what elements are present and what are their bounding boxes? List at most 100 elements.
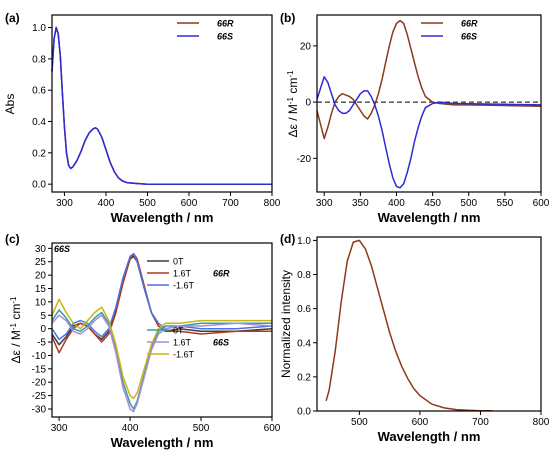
y-tick-label: 20 <box>35 271 47 282</box>
legend-label: 66R <box>461 19 478 29</box>
x-tick-label: 600 <box>264 423 281 434</box>
y-tick-label: 0 <box>305 98 311 109</box>
y-tick-label: 0.0 <box>32 180 46 191</box>
plot-frame <box>51 14 273 193</box>
y-tick-label: 10 <box>35 297 47 308</box>
y-axis-label-part: Δε / M <box>286 104 300 137</box>
y-tick-label: 0.6 <box>297 304 311 315</box>
x-tick-label: 500 <box>139 198 156 209</box>
y-tick-label: 15 <box>35 284 47 295</box>
x-tick-label: 500 <box>460 198 477 209</box>
y-tick-label: -15 <box>32 364 47 375</box>
y-tick-label: -10 <box>32 351 47 362</box>
panel-label: (c) <box>5 232 20 246</box>
y-tick-label: 1.0 <box>297 236 311 247</box>
y-axis-label-part: -1 <box>9 322 18 330</box>
legend-label-name: 66 <box>217 32 228 42</box>
panel-label: (a) <box>5 11 20 25</box>
legend-group-label: 66R <box>213 269 230 279</box>
x-axis-label: Wavelength / nm <box>378 210 481 225</box>
series-line <box>51 252 272 354</box>
series-line <box>316 19 542 140</box>
y-tick-label: 0.4 <box>297 338 311 349</box>
x-tick-label: 400 <box>122 423 139 434</box>
x-tick-label: 300 <box>51 423 68 434</box>
legend-label: 66S <box>217 32 233 42</box>
legend-label: 0T <box>173 257 184 267</box>
x-axis-label: Wavelength / nm <box>111 435 214 450</box>
panel-d: 500 600 700 800 0.0 0.2 0.4 0.6 0.8 1.0 Wavelength… <box>279 232 550 444</box>
y-axis-label-part: cm <box>286 78 300 97</box>
y-tick-label: 0.8 <box>32 54 46 65</box>
x-tick-label: 350 <box>352 198 369 209</box>
x-tick-label: 500 <box>351 417 368 428</box>
y-tick-label: 0.6 <box>32 86 46 97</box>
legend-label: 66R <box>217 19 234 29</box>
y-tick-label: 1.0 <box>32 23 46 34</box>
y-tick-label: -20 <box>32 378 47 389</box>
series-line <box>51 309 272 410</box>
legend-label-name: 66 <box>217 19 228 29</box>
y-axis-label: Abs <box>3 94 17 115</box>
legend-label: 66S <box>461 32 477 42</box>
x-tick-label: 800 <box>533 417 550 428</box>
y-tick-label: 30 <box>35 244 47 255</box>
y-axis-label-part: Δε / M <box>9 330 23 363</box>
legend-label-name: 66 <box>461 32 472 42</box>
x-tick-label: 700 <box>222 198 239 209</box>
panel-c: 300 400 500 600 -30 -25 -20 -15 -10 -5 0 5 10 15 20 25 3… <box>5 232 281 450</box>
y-axis-label: Normalized intensity <box>279 270 293 378</box>
x-tick-label: 400 <box>98 198 115 209</box>
legend-label-suffix: S <box>471 32 477 42</box>
y-axis-label-part: -1 <box>286 96 295 104</box>
legend-label: 1.6T <box>173 338 192 348</box>
y-tick-label: 5 <box>40 311 46 322</box>
series-line <box>51 26 272 185</box>
plot-frame <box>316 14 542 193</box>
legend-group-suffix: R <box>223 269 230 279</box>
y-axis-label-part: cm <box>9 304 23 323</box>
x-tick-label: 700 <box>472 417 489 428</box>
panel-label: (b) <box>280 11 295 25</box>
y-tick-label: -5 <box>37 338 46 349</box>
y-axis-label-part: -1 <box>9 296 18 304</box>
x-axis-label: Wavelength / nm <box>378 429 481 444</box>
panel-a: 300 400 500 600 700 800 0.0 0.2 0.4 0.6 0.8 1.0 Wave… <box>3 11 281 225</box>
legend-label-suffix: R <box>471 19 478 29</box>
y-tick-label: 0.2 <box>32 148 46 159</box>
x-tick-label: 600 <box>181 198 198 209</box>
legend-group-name: 66 <box>213 269 224 279</box>
y-tick-label: 0 <box>40 324 46 335</box>
x-tick-label: 450 <box>424 198 441 209</box>
plot-frame <box>316 236 542 412</box>
y-axis-label: Δε / M-1 cm-1 <box>9 296 23 364</box>
y-tick-label: -25 <box>32 391 47 402</box>
y-tick-label: 20 <box>300 41 312 52</box>
x-tick-label: 300 <box>56 198 73 209</box>
panel-b: 300 350 400 450 500 550 600 -20 0 20 Wavelength / … <box>280 11 550 225</box>
y-tick-label: 0.8 <box>297 270 311 281</box>
x-tick-label: 400 <box>388 198 405 209</box>
y-tick-label: 0.4 <box>32 117 46 128</box>
series-line <box>51 26 272 185</box>
legend-label-name: 66 <box>461 19 472 29</box>
y-axis-label: Δε / M-1 cm-1 <box>286 70 300 138</box>
x-tick-label: 300 <box>316 198 333 209</box>
series-line <box>316 76 542 189</box>
plot-frame <box>51 242 273 418</box>
legend-label: -1.6T <box>173 281 195 291</box>
x-tick-label: 500 <box>193 423 210 434</box>
x-tick-label: 550 <box>497 198 514 209</box>
legend-label: -1.6T <box>173 350 195 360</box>
y-tick-label: 0.0 <box>297 407 311 418</box>
legend-label-suffix: R <box>227 19 234 29</box>
x-axis-label: Wavelength / nm <box>111 210 214 225</box>
legend-group-label: 66S <box>213 338 229 348</box>
x-tick-label: 600 <box>412 417 429 428</box>
y-axis-label-part: -1 <box>286 70 295 78</box>
x-tick-label: 600 <box>533 198 550 209</box>
x-tick-label: 800 <box>264 198 281 209</box>
series-line <box>325 239 493 412</box>
panel-label: (d) <box>280 232 295 246</box>
legend-label: 0T <box>173 326 184 336</box>
